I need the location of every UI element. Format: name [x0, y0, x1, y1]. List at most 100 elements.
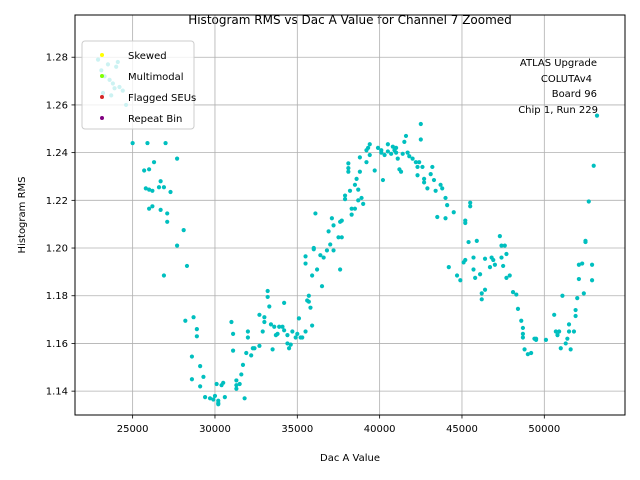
data-point: [318, 253, 323, 258]
data-point: [221, 380, 226, 385]
data-point: [425, 186, 430, 191]
data-point: [366, 145, 371, 150]
data-point: [389, 151, 394, 156]
data-point: [265, 294, 270, 300]
data-point: [487, 265, 493, 270]
data-point: [321, 255, 326, 260]
data-point: [265, 288, 270, 294]
data-point: [156, 185, 162, 190]
data-point: [267, 304, 272, 309]
data-point: [482, 287, 488, 292]
data-point: [346, 161, 351, 166]
data-point: [471, 267, 476, 272]
data-point: [145, 140, 150, 146]
data-point: [306, 299, 311, 304]
data-point: [285, 341, 290, 346]
data-point: [380, 177, 386, 183]
data-point: [563, 341, 568, 346]
annotation-line-2: COLUTAv4: [541, 74, 592, 85]
data-point: [252, 346, 257, 351]
y-tick-label: 1.16: [46, 339, 68, 350]
data-point: [237, 381, 242, 387]
legend-marker-repeat-bin: [100, 116, 104, 120]
data-point: [433, 188, 438, 193]
data-point: [576, 276, 581, 282]
data-point: [216, 400, 221, 406]
data-point: [174, 243, 180, 248]
data-point: [510, 290, 516, 295]
data-point: [282, 328, 287, 333]
data-point: [446, 265, 451, 270]
x-axis-ticks: 25000 30000 35000 40000 45000 50000: [117, 415, 560, 435]
data-point: [147, 187, 152, 192]
data-point: [356, 187, 361, 192]
data-point: [405, 150, 410, 155]
data-point: [198, 364, 203, 369]
data-point: [211, 397, 216, 402]
data-point: [428, 171, 433, 177]
data-point: [163, 140, 168, 146]
data-point: [354, 176, 359, 181]
y-tick-label: 1.18: [46, 291, 68, 302]
x-tick-label: 30000: [199, 424, 231, 435]
data-point: [150, 188, 155, 193]
data-point: [328, 242, 333, 247]
data-point: [501, 263, 506, 269]
data-point: [361, 201, 366, 207]
data-point: [151, 160, 157, 165]
data-point: [212, 393, 218, 399]
data-point: [372, 168, 377, 173]
data-point: [290, 329, 295, 334]
data-point: [239, 372, 244, 377]
data-point: [385, 149, 390, 154]
data-point: [364, 160, 369, 165]
data-point: [183, 318, 188, 323]
legend: Skewed Multimodal Flagged SEUs Repeat Bi…: [81, 40, 196, 130]
data-point: [296, 316, 302, 321]
data-point: [504, 275, 509, 280]
data-point: [560, 293, 565, 298]
data-point: [207, 396, 213, 401]
data-point: [242, 396, 247, 401]
data-point: [522, 347, 527, 352]
data-point: [143, 186, 148, 191]
data-point: [275, 331, 280, 337]
data-point: [314, 267, 320, 272]
data-point: [499, 243, 504, 248]
data-point: [191, 315, 196, 320]
data-point: [234, 383, 239, 388]
data-point: [499, 255, 504, 260]
data-point: [497, 234, 502, 239]
data-point: [357, 169, 362, 174]
data-point: [543, 337, 549, 342]
data-point: [293, 335, 298, 340]
data-point: [422, 176, 427, 181]
data-point: [303, 261, 308, 266]
data-point: [339, 218, 344, 223]
data-point: [244, 350, 249, 356]
data-point: [407, 154, 412, 159]
data-point: [158, 179, 163, 184]
data-point: [324, 248, 330, 253]
data-point: [280, 324, 285, 329]
data-point: [519, 318, 524, 323]
data-point: [445, 203, 450, 208]
data-point: [479, 291, 484, 296]
data-point: [525, 352, 530, 357]
data-point: [463, 257, 468, 263]
data-point: [310, 273, 315, 278]
legend-marker-flagged-seus: [100, 95, 104, 99]
annotation-line-3: Board 96: [552, 89, 597, 100]
data-point: [382, 152, 387, 158]
x-tick-label: 25000: [117, 424, 149, 435]
data-point: [575, 296, 580, 301]
legend-box: [81, 40, 195, 130]
y-axis-label: Histogram RMS: [17, 177, 28, 254]
data-point: [158, 207, 163, 212]
data-point: [451, 210, 456, 215]
data-point: [454, 273, 460, 278]
data-point: [415, 173, 420, 178]
data-point: [311, 247, 316, 252]
data-point: [410, 156, 415, 161]
